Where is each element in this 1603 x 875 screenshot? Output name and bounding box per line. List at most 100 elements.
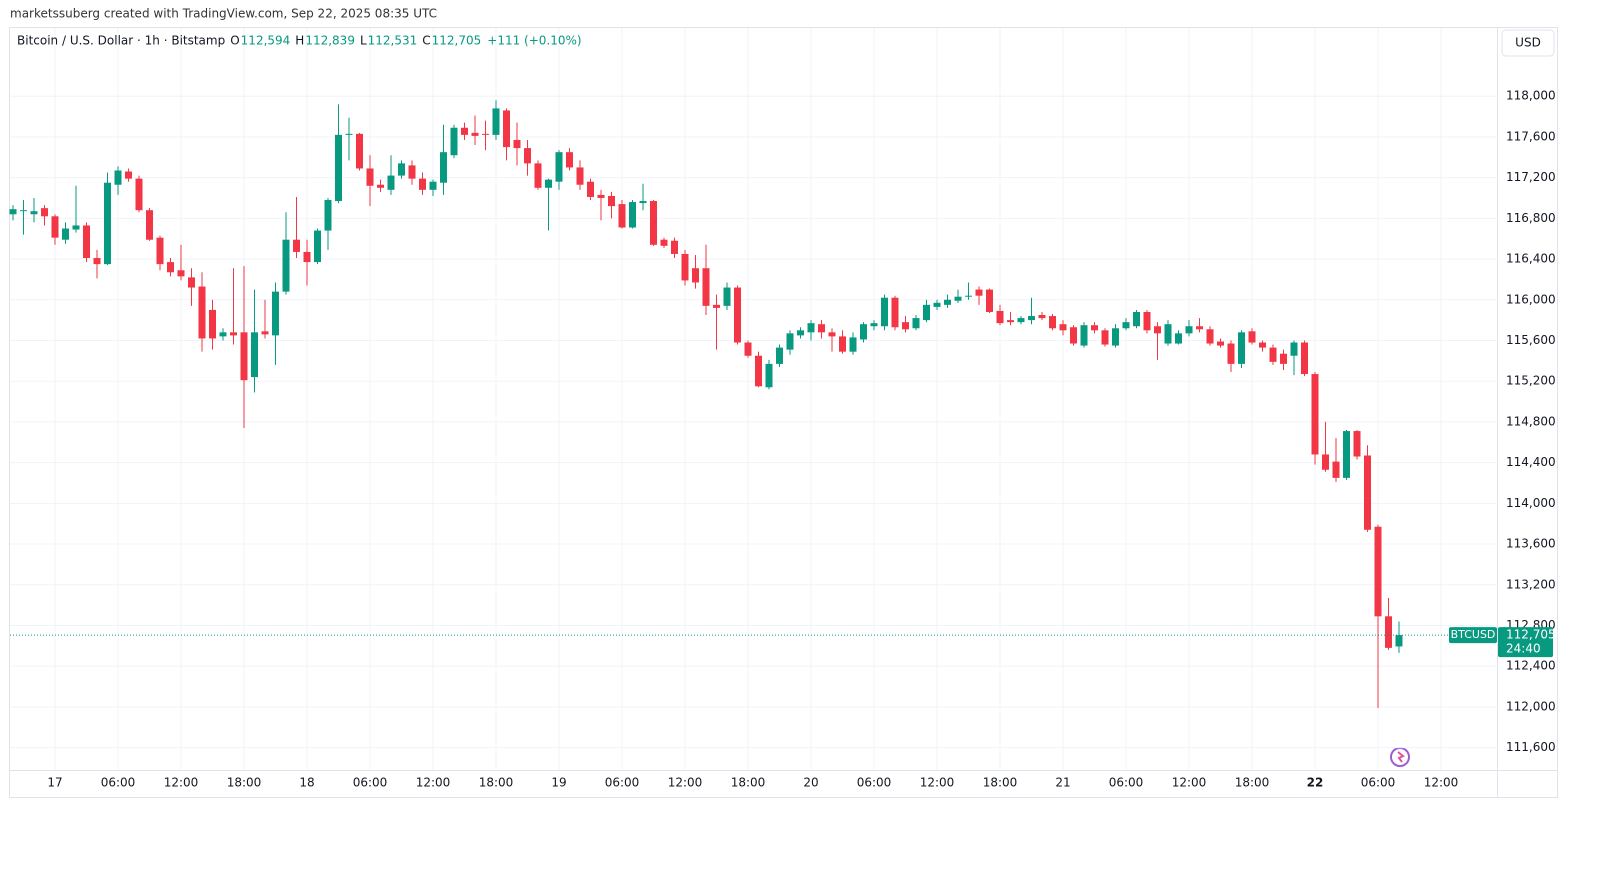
candle-body (1101, 330, 1109, 345)
candle-body (135, 178, 143, 211)
candle-body (1322, 454, 1329, 470)
candle-body (251, 332, 258, 378)
x-tick-label: 22 (1307, 776, 1324, 790)
candle-body (1353, 431, 1361, 457)
candle-body (1091, 325, 1098, 331)
legend-value: 112,705 (432, 34, 482, 48)
legend-value: 112,531 (368, 34, 418, 48)
candle-body (9, 209, 17, 215)
x-tick-label: 18:00 (983, 776, 1018, 790)
candle-body (692, 268, 699, 283)
candle-body (870, 323, 878, 327)
y-tick-label: 115,200 (1506, 374, 1556, 388)
candle-body (1311, 374, 1319, 455)
x-tick-label: 12:00 (416, 776, 451, 790)
candle-body (1038, 315, 1046, 319)
candle-body (1133, 311, 1140, 327)
candle-body (1070, 327, 1077, 344)
candle-body (114, 170, 122, 185)
candle-body (534, 163, 542, 188)
candle-body (377, 184, 384, 188)
candle-body (387, 175, 395, 190)
countdown: 24:40 (1506, 642, 1541, 656)
candle-body (744, 342, 752, 356)
candle-body (440, 152, 447, 183)
y-tick-label: 117,600 (1506, 129, 1556, 143)
candle-body (965, 295, 972, 297)
candle-body (986, 289, 993, 312)
currency-button[interactable] (1501, 29, 1555, 57)
x-tick-label: 06:00 (857, 776, 892, 790)
candle-body (1154, 326, 1161, 334)
candle-body (366, 168, 374, 186)
candle-body (1028, 316, 1035, 321)
x-tick-label: 18:00 (731, 776, 766, 790)
candle-body (576, 167, 584, 185)
candle-body (1122, 322, 1130, 329)
candle-body (1175, 333, 1182, 344)
candle-body (807, 323, 815, 333)
x-tick-label: 06:00 (1361, 776, 1396, 790)
x-tick-label: 06:00 (1109, 776, 1144, 790)
candle-body (629, 202, 636, 228)
x-tick-label: 12:00 (920, 776, 955, 790)
candle-body (1395, 635, 1403, 647)
candle-body (408, 165, 416, 179)
candle-body (314, 230, 321, 263)
x-tick-label: 06:00 (101, 776, 136, 790)
candle-body (1259, 342, 1266, 348)
candle-body (765, 363, 773, 388)
candle-body (20, 210, 27, 212)
chart-frame (9, 27, 1558, 798)
y-tick-label: 112,000 (1506, 699, 1556, 713)
candle-body (1059, 324, 1067, 331)
candle-body (839, 336, 846, 352)
candle-body (723, 287, 731, 306)
legend-key: O (230, 34, 239, 48)
candle-body (146, 210, 153, 240)
y-tick-label: 113,200 (1506, 577, 1556, 591)
candle-body (933, 302, 941, 307)
candle-body (72, 225, 80, 230)
candle-body (261, 331, 269, 335)
candle-body (1080, 325, 1088, 346)
candle-body (1269, 347, 1277, 362)
candle-body (608, 195, 615, 207)
candle-body (1301, 342, 1308, 375)
candle-body (650, 201, 657, 245)
candle-body (1206, 329, 1214, 344)
candle-body (566, 152, 573, 168)
y-tick-label: 115,600 (1506, 333, 1556, 347)
x-tick-label: 18:00 (1235, 776, 1270, 790)
candle-body (156, 237, 164, 265)
legend-symbol: Bitcoin / U.S. Dollar · 1h · Bitstamp (17, 34, 225, 48)
candle-body (1217, 341, 1224, 346)
candle-body (954, 296, 962, 301)
candle-body (681, 253, 689, 281)
candle-body (1112, 328, 1119, 346)
candle-body (419, 178, 426, 190)
candle-body (104, 182, 111, 265)
candle-body (1017, 318, 1025, 323)
candle-body (818, 324, 825, 333)
x-tick-label: 12:00 (668, 776, 703, 790)
legend-value: 112,594 (241, 34, 291, 48)
candle-body (83, 225, 90, 259)
candle-body (1196, 326, 1203, 330)
candle-body (671, 240, 678, 254)
x-tick-label: 20 (803, 776, 818, 790)
legend-change: +111 (+0.10%) (487, 34, 581, 48)
candle-body (912, 318, 920, 329)
currency[interactable]: USD (1515, 36, 1541, 50)
x-tick-label: 06:00 (353, 776, 388, 790)
candle-body (93, 258, 101, 265)
candle-body (41, 208, 48, 217)
candle-body (891, 297, 899, 328)
y-tick-label: 117,200 (1506, 170, 1556, 184)
x-tick-label: 19 (551, 776, 566, 790)
y-tick-label: 112,400 (1506, 659, 1556, 673)
candle-body (230, 332, 237, 336)
candle-body (51, 216, 59, 238)
